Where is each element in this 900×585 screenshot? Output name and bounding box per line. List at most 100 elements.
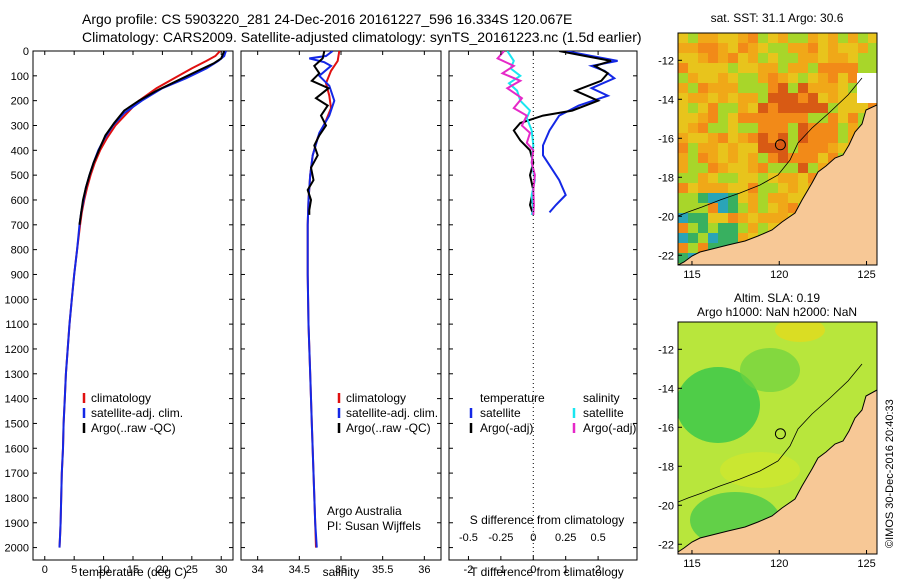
sst-cell [768,193,778,203]
sst-cell [728,53,738,63]
sst-cell [738,63,748,73]
sst-cell [718,233,728,243]
sst-cell [748,213,758,223]
sst-cell [788,203,798,213]
sst-cell [768,103,778,113]
depth-tick-label: 1500 [5,418,29,430]
sst-cell [738,153,748,163]
sst-cell [808,173,818,183]
sst-cell [728,43,738,53]
sst-cell [678,83,688,93]
sst-cell [768,223,778,233]
sst-cell [758,183,768,193]
depth-tick-label: 0 [23,46,29,58]
sst-cell [678,123,688,133]
argo-australia-label: Argo Australia [327,504,402,518]
sst-cell [738,43,748,53]
sst-cell [818,63,828,73]
x-tick2-label: -0.25 [488,532,513,544]
sst-cell [848,63,858,73]
sst-cell [688,123,698,133]
sst-cell [768,163,778,173]
sst-cell [718,73,728,83]
legend-title-salinity: salinity [583,391,620,405]
sst-cell [768,133,778,143]
sst-cell [858,113,868,123]
map-lat-label: -14 [658,383,674,395]
salinity-xlabel: salinity [323,565,360,579]
sst-cell [688,53,698,63]
x-tick-label: 25 [186,564,198,576]
sst-cell [768,33,778,43]
sst-cell [758,203,768,213]
sst-cell [708,213,718,223]
sst-cell [698,133,708,143]
x-tick-label: 35.5 [372,564,393,576]
series-line-argo-raw-qc- [306,51,331,215]
ssh-isobath [678,363,863,503]
ssh-anomaly-high [740,348,800,392]
sst-land [678,104,877,265]
sst-cell [858,53,868,63]
sst-cell [708,233,718,243]
sst-isobath [678,77,863,217]
sst-cell [758,223,768,233]
sst-cell [698,173,708,183]
sst-cell [738,223,748,233]
sst-cell [778,113,788,123]
sst-cell [818,153,828,163]
legend-label-t-satellite: satellite [480,406,521,420]
sst-cell [768,43,778,53]
x-tick2-label: 0.25 [555,532,576,544]
sst-cell [808,33,818,43]
sst-cell [778,213,788,223]
sst-cell [728,183,738,193]
sst-cell [688,63,698,73]
map-lat-label: -16 [658,422,674,434]
sst-cell [678,233,688,243]
sst-cell [688,33,698,43]
sst-cell [788,73,798,83]
salinity-series [306,51,341,548]
x-tick-label: 36 [418,564,430,576]
sst-cell [758,153,768,163]
sst-cell [688,213,698,223]
sst-cell [728,103,738,113]
sst-cell [828,43,838,53]
sst-cell [738,203,748,213]
sst-cell [778,93,788,103]
depth-tick-label: 1100 [5,319,29,331]
temperature-legend: climatology satellite-adj. clim. Argo(..… [82,391,183,435]
map-lon-label: 125 [857,269,875,281]
sst-cell [688,163,698,173]
sst-cell [758,93,768,103]
sst-cell [858,63,868,73]
sst-cell [698,113,708,123]
sst-cell [698,213,708,223]
sst-cell [678,163,688,173]
sst-cell [728,223,738,233]
sst-cell [808,163,818,173]
sst-cell [688,153,698,163]
sst-cell [838,73,848,83]
map-lat-label: -12 [658,55,674,67]
legend-label-t-argo: Argo(-adj) [480,421,533,435]
sst-cell [728,173,738,183]
sst-cell [748,93,758,103]
sst-cell [818,73,828,83]
sst-cell [748,203,758,213]
sst-cell [818,103,828,113]
sst-cell [718,93,728,103]
ssh-anomaly-high [678,367,760,443]
sst-cell [718,163,728,173]
map-lon-label: 115 [683,558,701,570]
sst-cell [808,93,818,103]
map-lon-label: 120 [770,269,788,281]
sst-cell [708,153,718,163]
map-axis-ticks: 115 120 125 -12 -14 -16 -18 -20 -22 115 120 125 -12 -… [658,55,876,570]
sst-cell [788,183,798,193]
sst-cell [848,83,858,93]
sst-cell [758,103,768,113]
sst-cell [838,113,848,123]
x-tick-label: 15 [127,564,139,576]
